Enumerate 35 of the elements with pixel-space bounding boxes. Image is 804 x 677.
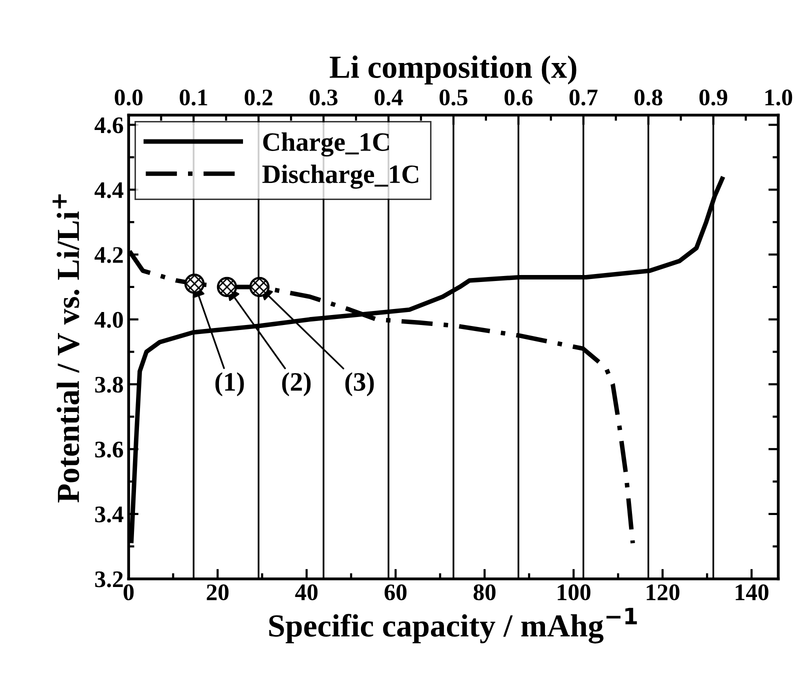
x2-tick-label: 0.1: [180, 90, 208, 106]
y-tick-label: 3.6: [95, 442, 124, 458]
y-tick-label: 3.4: [95, 506, 124, 523]
annotation: (3): [345, 372, 374, 396]
y-tick-label: 4.0: [94, 312, 123, 328]
annotation: (2): [282, 372, 311, 396]
y-tick-label: 3.2: [95, 571, 123, 588]
x2-tick-label: 0.9: [699, 90, 728, 106]
x-tick-label: 60: [384, 584, 407, 600]
annotation: (1): [215, 372, 244, 396]
legend-label: Discharge_1C: [262, 164, 418, 189]
x-tick-label: 0: [124, 584, 134, 600]
x2-tick-label: 0.7: [570, 90, 598, 106]
x2-tick-label: 0.3: [310, 90, 338, 106]
y-axis-title: Potential / V vs. Li/Li$^{+}$: [52, 194, 80, 502]
x-tick-label: 20: [206, 584, 229, 600]
x2-tick-label: 0.5: [440, 90, 468, 106]
x-tick-label: 80: [474, 584, 496, 600]
x-tick-label: 100: [558, 584, 590, 600]
y-tick-label: 4.2: [94, 247, 123, 264]
x-tick-label: 120: [646, 584, 680, 600]
x2-tick-label: 0.8: [634, 90, 662, 106]
x2-tick-label: 0.4: [374, 90, 403, 106]
legend-label: Charge_1C: [263, 132, 389, 157]
x-tick-label: 140: [736, 584, 768, 600]
x2-tick-label: 0.6: [504, 90, 532, 106]
x2-tick-label: 0.0: [114, 90, 142, 106]
y-tick-label: 3.8: [95, 376, 123, 393]
x2-tick-label: 0.2: [244, 90, 272, 106]
x2-axis-title: Li composition (x): [330, 56, 576, 85]
x-tick-label: 40: [295, 584, 318, 600]
y-tick-label: 4.4: [94, 182, 124, 198]
x-axis-title: Specific capacity / mAhg$^{−1}$: [269, 608, 637, 644]
x2-tick-label: 1.0: [765, 90, 792, 106]
y-tick-label: 4.6: [94, 117, 124, 134]
